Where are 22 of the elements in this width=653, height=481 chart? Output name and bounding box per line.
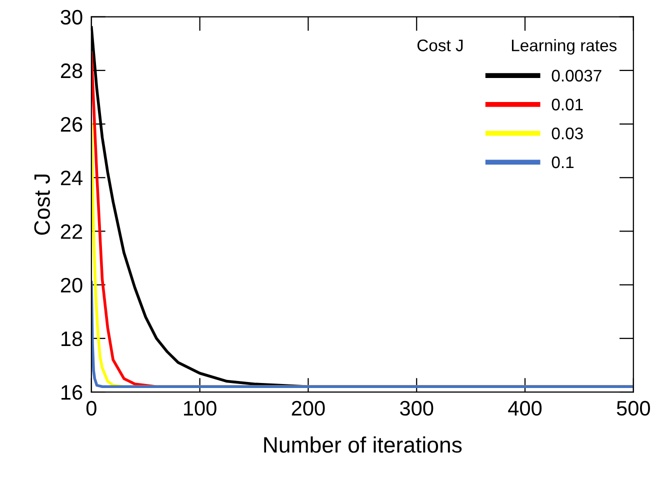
y-tick-label: 24 <box>60 170 82 186</box>
legend-label: 0.01 <box>552 98 583 110</box>
x-tick-label: 500 <box>616 400 650 416</box>
legend-label: 0.03 <box>552 128 583 140</box>
y-tick-label: 26 <box>60 117 82 132</box>
legend-label: 0.0037 <box>552 70 602 82</box>
annotation: Cost J <box>417 40 463 52</box>
y-axis-title: Cost J <box>34 174 50 235</box>
y-tick-label: 28 <box>60 63 82 78</box>
y-tick-label: 18 <box>62 331 82 346</box>
x-tick-label: 400 <box>508 400 542 416</box>
x-tick-label: 0 <box>86 400 96 416</box>
y-tick-label: 20 <box>60 278 82 293</box>
y-tick-label: 30 <box>60 10 82 25</box>
y-tick-label: 22 <box>60 224 82 239</box>
x-tick-label: 200 <box>292 400 325 416</box>
x-tick-label: 100 <box>184 400 216 416</box>
legend-title: Learning rates <box>512 39 617 55</box>
y-tick-label: 16 <box>62 385 82 400</box>
legend-label: 0.1 <box>552 156 574 168</box>
x-axis-title: Number of iterations <box>264 436 462 453</box>
x-tick-label: 300 <box>400 400 434 416</box>
